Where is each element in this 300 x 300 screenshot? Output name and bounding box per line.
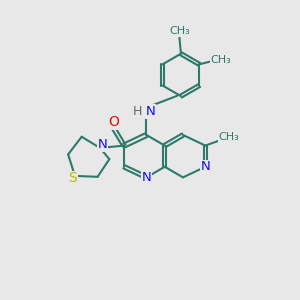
Text: N: N xyxy=(146,105,156,118)
Text: O: O xyxy=(108,115,118,129)
Text: N: N xyxy=(142,171,151,184)
Text: N: N xyxy=(200,160,210,173)
Text: H: H xyxy=(133,105,142,118)
Text: S: S xyxy=(68,171,77,185)
Text: CH₃: CH₃ xyxy=(218,132,239,142)
Text: CH₃: CH₃ xyxy=(211,55,231,65)
Text: CH₃: CH₃ xyxy=(169,26,190,36)
Text: N: N xyxy=(98,139,107,152)
